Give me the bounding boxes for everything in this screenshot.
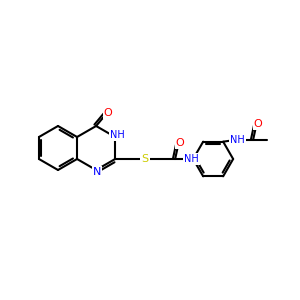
Text: N: N [93, 167, 101, 177]
Text: NH: NH [110, 130, 124, 140]
Text: O: O [104, 108, 112, 118]
Text: NH: NH [230, 135, 244, 145]
Text: NH: NH [184, 154, 199, 164]
Text: O: O [254, 119, 262, 129]
Text: O: O [176, 138, 184, 148]
Text: S: S [142, 154, 149, 164]
